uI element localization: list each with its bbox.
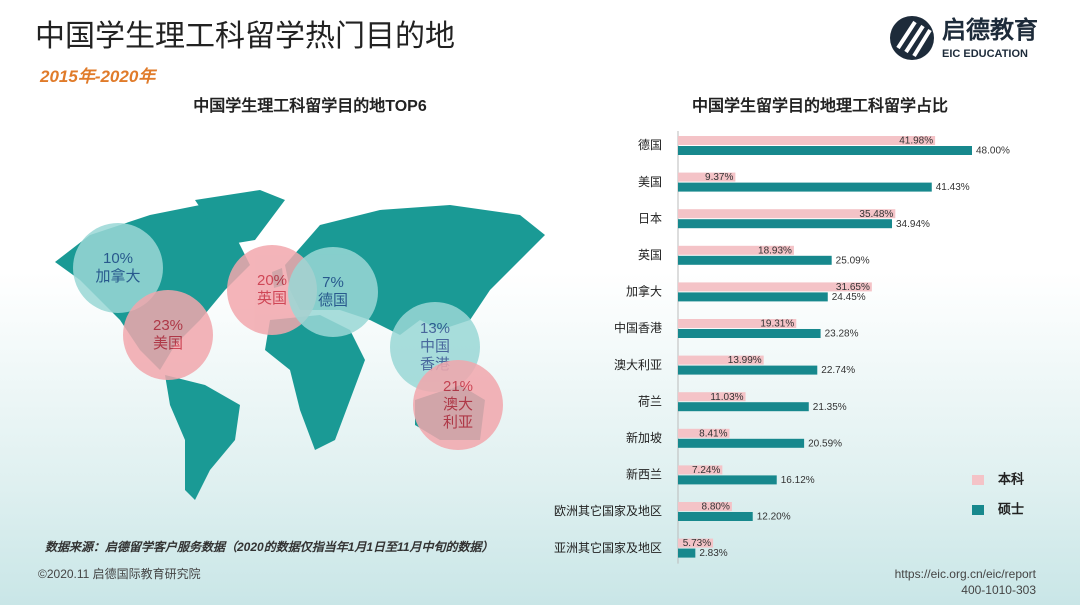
value-label: 25.09% — [836, 255, 870, 266]
bar — [678, 548, 696, 558]
value-label: 11.03% — [710, 392, 743, 403]
value-label: 16.12% — [781, 475, 815, 486]
category-label: 德国 — [638, 137, 662, 152]
bubble: 7% 德国 — [288, 247, 378, 337]
bar — [678, 502, 732, 511]
value-label: 9.37% — [705, 172, 733, 183]
bar — [678, 292, 828, 302]
bar — [678, 365, 818, 375]
bar — [678, 182, 932, 192]
value-label: 5.73% — [683, 538, 711, 549]
bar — [678, 219, 893, 229]
value-label: 19.31% — [760, 319, 794, 330]
bubble: 21% 澳大利亚 — [413, 360, 503, 450]
value-label: 20.59% — [808, 438, 842, 449]
value-label: 48.00% — [976, 146, 1010, 157]
category-label: 日本 — [638, 211, 662, 225]
bar — [678, 209, 896, 219]
source-note: 数据来源：启德留学客户服务数据（2020的数据仅指当年1月1日至11月中旬的数据… — [45, 540, 494, 554]
bubble-label: 英国 — [256, 290, 287, 307]
value-label: 8.41% — [699, 428, 727, 439]
category-label: 澳大利亚 — [614, 358, 662, 372]
logo-sub: EIC EDUCATION — [942, 48, 1028, 60]
value-label: 34.94% — [896, 219, 930, 230]
legend-label: 硕士 — [998, 501, 1024, 516]
subtitle: 2015年-2020年 — [39, 67, 157, 86]
value-label: 23.28% — [825, 329, 859, 340]
value-label: 2.83% — [699, 548, 727, 559]
value-label: 18.93% — [758, 245, 792, 256]
bar — [678, 282, 872, 292]
bar — [678, 512, 753, 521]
category-label: 加拿大 — [626, 284, 662, 299]
legend-key — [972, 475, 984, 485]
bubble-value: 10% — [102, 250, 134, 267]
title: 中国学生理工科留学热门目的地 — [35, 20, 455, 53]
legend-key — [972, 505, 984, 515]
bar — [678, 146, 972, 155]
category-label: 亚洲其它国家及地区 — [554, 540, 662, 555]
bar-title: 中国学生留学目的地理工科留学占比 — [692, 96, 948, 115]
value-label: 12.20% — [757, 512, 791, 523]
bubble-value: 23% — [152, 317, 184, 334]
url: https://eic.org.cn/eic/report — [895, 567, 1037, 581]
category-label: 欧洲其它国家及地区 — [554, 503, 662, 518]
bubble-label: 加拿大 — [95, 268, 141, 285]
bubble-label: 美国 — [152, 335, 183, 352]
logo-mark — [890, 16, 934, 60]
bubble-label: 澳大利亚 — [442, 396, 473, 431]
category-label: 英国 — [638, 248, 662, 262]
bubble-value: 20% — [256, 272, 288, 289]
bubble: 23% 美国 — [123, 290, 213, 380]
map-title: 中国学生理工科留学目的地TOP6 — [193, 96, 427, 115]
category-label: 美国 — [638, 175, 662, 189]
bar — [678, 319, 797, 328]
bar — [678, 255, 832, 265]
value-label: 41.98% — [899, 136, 933, 147]
bubble-value: 21% — [442, 378, 474, 395]
bar — [678, 428, 730, 438]
logo-name: 启德教育 — [942, 16, 1038, 44]
value-label: 22.74% — [821, 365, 855, 376]
category-label: 新加坡 — [626, 430, 662, 445]
bar — [678, 245, 794, 255]
value-label: 8.80% — [702, 502, 730, 513]
legend-label: 本科 — [998, 471, 1024, 486]
bar — [678, 438, 805, 448]
category-label: 新西兰 — [626, 467, 662, 482]
value-label: 41.43% — [936, 182, 970, 193]
value-label: 7.24% — [692, 465, 720, 476]
copyright: ©2020.11 启德国际教育研究院 — [38, 566, 201, 581]
bar — [678, 465, 723, 475]
value-label: 21.35% — [813, 402, 847, 413]
bubble-label: 德国 — [317, 292, 348, 309]
phone: 400-1010-303 — [961, 583, 1036, 597]
category-label: 中国香港 — [614, 320, 662, 335]
bar — [678, 538, 714, 548]
bar — [678, 136, 936, 145]
bar — [678, 329, 821, 338]
value-label: 31.65% — [836, 282, 870, 293]
category-label: 荷兰 — [638, 394, 662, 408]
bubble-value: 7% — [322, 274, 344, 291]
value-label: 13.99% — [728, 355, 762, 366]
bar — [678, 355, 764, 365]
bar — [678, 392, 746, 402]
value-label: 35.48% — [859, 209, 893, 220]
bar — [678, 402, 809, 412]
value-label: 24.45% — [832, 292, 866, 303]
bubble-value: 13% — [419, 320, 451, 337]
bar — [678, 475, 777, 485]
bar — [678, 172, 736, 182]
